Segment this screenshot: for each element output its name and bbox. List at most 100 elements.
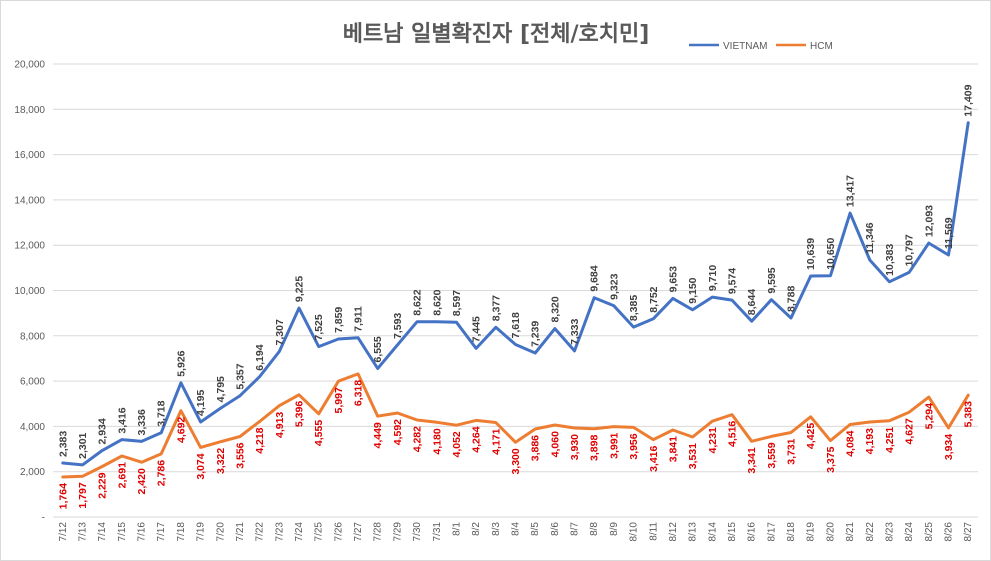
x-tick-label: 8/10	[629, 522, 640, 542]
data-label-vietnam: 11,346	[864, 222, 876, 254]
x-tick-label: 8/5	[530, 522, 541, 536]
x-axis-ticks: 7/12 7/13 7/14 7/15 7/16 7/17 7/18 7/19 7/20 7/21…	[58, 522, 974, 542]
x-tick-label: 7/14	[97, 522, 108, 542]
data-label-vietnam: 7,618	[510, 312, 522, 338]
x-tick-label: 7/15	[117, 522, 128, 542]
data-label-vietnam: 8,620	[431, 289, 443, 315]
data-label-vietnam: 2,301	[77, 432, 89, 458]
x-tick-label: 8/6	[550, 522, 561, 536]
x-tick-label: 7/16	[137, 522, 148, 542]
x-tick-label: 8/25	[924, 522, 935, 542]
data-label-vietnam: 7,911	[353, 306, 365, 332]
x-tick-label: 7/22	[255, 522, 266, 542]
x-tick-label: 8/2	[471, 522, 482, 536]
data-label-hcm: 3,934	[943, 434, 955, 460]
y-tick-label: 2,000	[20, 467, 45, 478]
data-label-vietnam: 12,093	[923, 205, 935, 237]
data-label-hcm: 3,416	[648, 445, 660, 471]
data-label-vietnam: 6,555	[372, 336, 384, 362]
x-tick-label: 7/12	[58, 522, 69, 542]
data-label-vietnam: 7,307	[274, 319, 286, 345]
y-tick-label: 12,000	[14, 241, 45, 252]
x-tick-label: 7/19	[196, 522, 207, 542]
x-tick-label: 8/12	[668, 522, 679, 542]
hcm-data-labels: 1,764 1,797 2,229 2,691 2,420 2,786 4,692 3,074…	[57, 380, 974, 510]
series-line-hcm	[61, 372, 970, 479]
data-label-hcm: 3,341	[746, 447, 758, 473]
x-tick-label: 7/27	[353, 522, 364, 542]
y-tick-label: -	[42, 513, 45, 524]
data-label-vietnam: 8,622	[412, 289, 424, 315]
x-tick-label: 8/17	[766, 522, 777, 542]
data-label-vietnam: 9,684	[589, 265, 601, 291]
data-label-vietnam: 11,569	[943, 217, 955, 249]
x-tick-label: 8/19	[806, 522, 817, 542]
data-label-hcm: 4,193	[864, 428, 876, 454]
x-tick-label: 8/3	[491, 522, 502, 536]
data-label-hcm: 3,898	[589, 435, 601, 461]
data-label-vietnam: 4,795	[215, 376, 227, 402]
data-label-vietnam: 3,336	[136, 409, 148, 435]
y-tick-label: 18,000	[14, 105, 45, 116]
data-label-hcm: 5,383	[963, 401, 975, 427]
x-tick-label: 8/16	[747, 522, 758, 542]
y-tick-label: 16,000	[14, 150, 45, 161]
data-label-hcm: 4,692	[175, 417, 187, 443]
data-label-hcm: 3,559	[766, 442, 778, 468]
data-label-vietnam: 8,788	[786, 286, 798, 312]
x-tick-label: 7/24	[294, 522, 305, 542]
x-tick-label: 8/7	[570, 522, 581, 536]
data-label-hcm: 4,913	[274, 412, 286, 438]
data-label-vietnam: 4,195	[195, 390, 207, 416]
data-label-hcm: 4,251	[884, 427, 896, 453]
data-label-hcm: 2,786	[156, 460, 168, 486]
y-tick-label: 4,000	[20, 422, 45, 433]
x-tick-label: 8/23	[884, 522, 895, 542]
y-tick-label: 10,000	[14, 286, 45, 297]
x-tick-label: 8/21	[845, 522, 856, 542]
y-tick-label: 14,000	[14, 195, 45, 206]
legend: VIETNAM HCM	[689, 41, 833, 52]
data-label-vietnam: 9,150	[687, 277, 699, 303]
x-tick-label: 8/20	[825, 522, 836, 542]
data-label-hcm: 5,294	[923, 403, 935, 429]
x-tick-label: 7/13	[78, 522, 89, 542]
data-label-hcm: 3,322	[215, 448, 227, 474]
legend-label-vietnam: VIETNAM	[723, 41, 767, 52]
data-label-hcm: 4,231	[707, 427, 719, 453]
data-label-vietnam: 7,239	[530, 321, 542, 347]
data-label-vietnam: 7,593	[392, 313, 404, 339]
data-label-vietnam: 8,320	[549, 296, 561, 322]
data-label-hcm: 3,991	[608, 432, 620, 458]
series-lines	[61, 121, 970, 479]
data-label-hcm: 4,449	[372, 422, 384, 448]
series-line-vietnam	[61, 121, 970, 467]
data-label-hcm: 4,060	[549, 431, 561, 457]
data-label-vietnam: 17,409	[963, 84, 975, 116]
data-label-hcm: 4,218	[254, 427, 266, 453]
data-label-hcm: 4,180	[431, 428, 443, 454]
data-label-hcm: 4,592	[392, 419, 404, 445]
x-tick-label: 8/27	[963, 522, 974, 542]
data-label-hcm: 3,556	[234, 442, 246, 468]
x-tick-label: 7/26	[333, 522, 344, 542]
x-tick-label: 8/15	[727, 522, 738, 542]
legend-label-hcm: HCM	[810, 41, 833, 52]
data-label-hcm: 4,171	[490, 428, 502, 454]
data-label-vietnam: 9,225	[294, 276, 306, 302]
x-tick-label: 7/31	[432, 522, 443, 542]
chart-title: 베트남 일별확진자 [전체/호치민]	[343, 22, 650, 47]
data-label-hcm: 4,052	[451, 431, 463, 457]
x-tick-label: 7/18	[176, 522, 187, 542]
data-label-hcm: 5,396	[294, 401, 306, 427]
data-label-vietnam: 5,357	[234, 363, 246, 389]
data-label-hcm: 1,764	[57, 483, 69, 509]
data-label-hcm: 3,886	[530, 435, 542, 461]
x-tick-label: 7/21	[235, 522, 246, 542]
data-label-vietnam: 7,859	[333, 307, 345, 333]
data-label-vietnam: 8,644	[746, 289, 758, 315]
vietnam-data-labels: 2,383 2,301 2,934 3,416 3,336 3,718 5,926 4,195…	[57, 84, 974, 458]
x-tick-label: 7/29	[392, 522, 403, 542]
data-label-vietnam: 2,383	[57, 431, 69, 457]
x-tick-label: 8/11	[648, 522, 659, 541]
